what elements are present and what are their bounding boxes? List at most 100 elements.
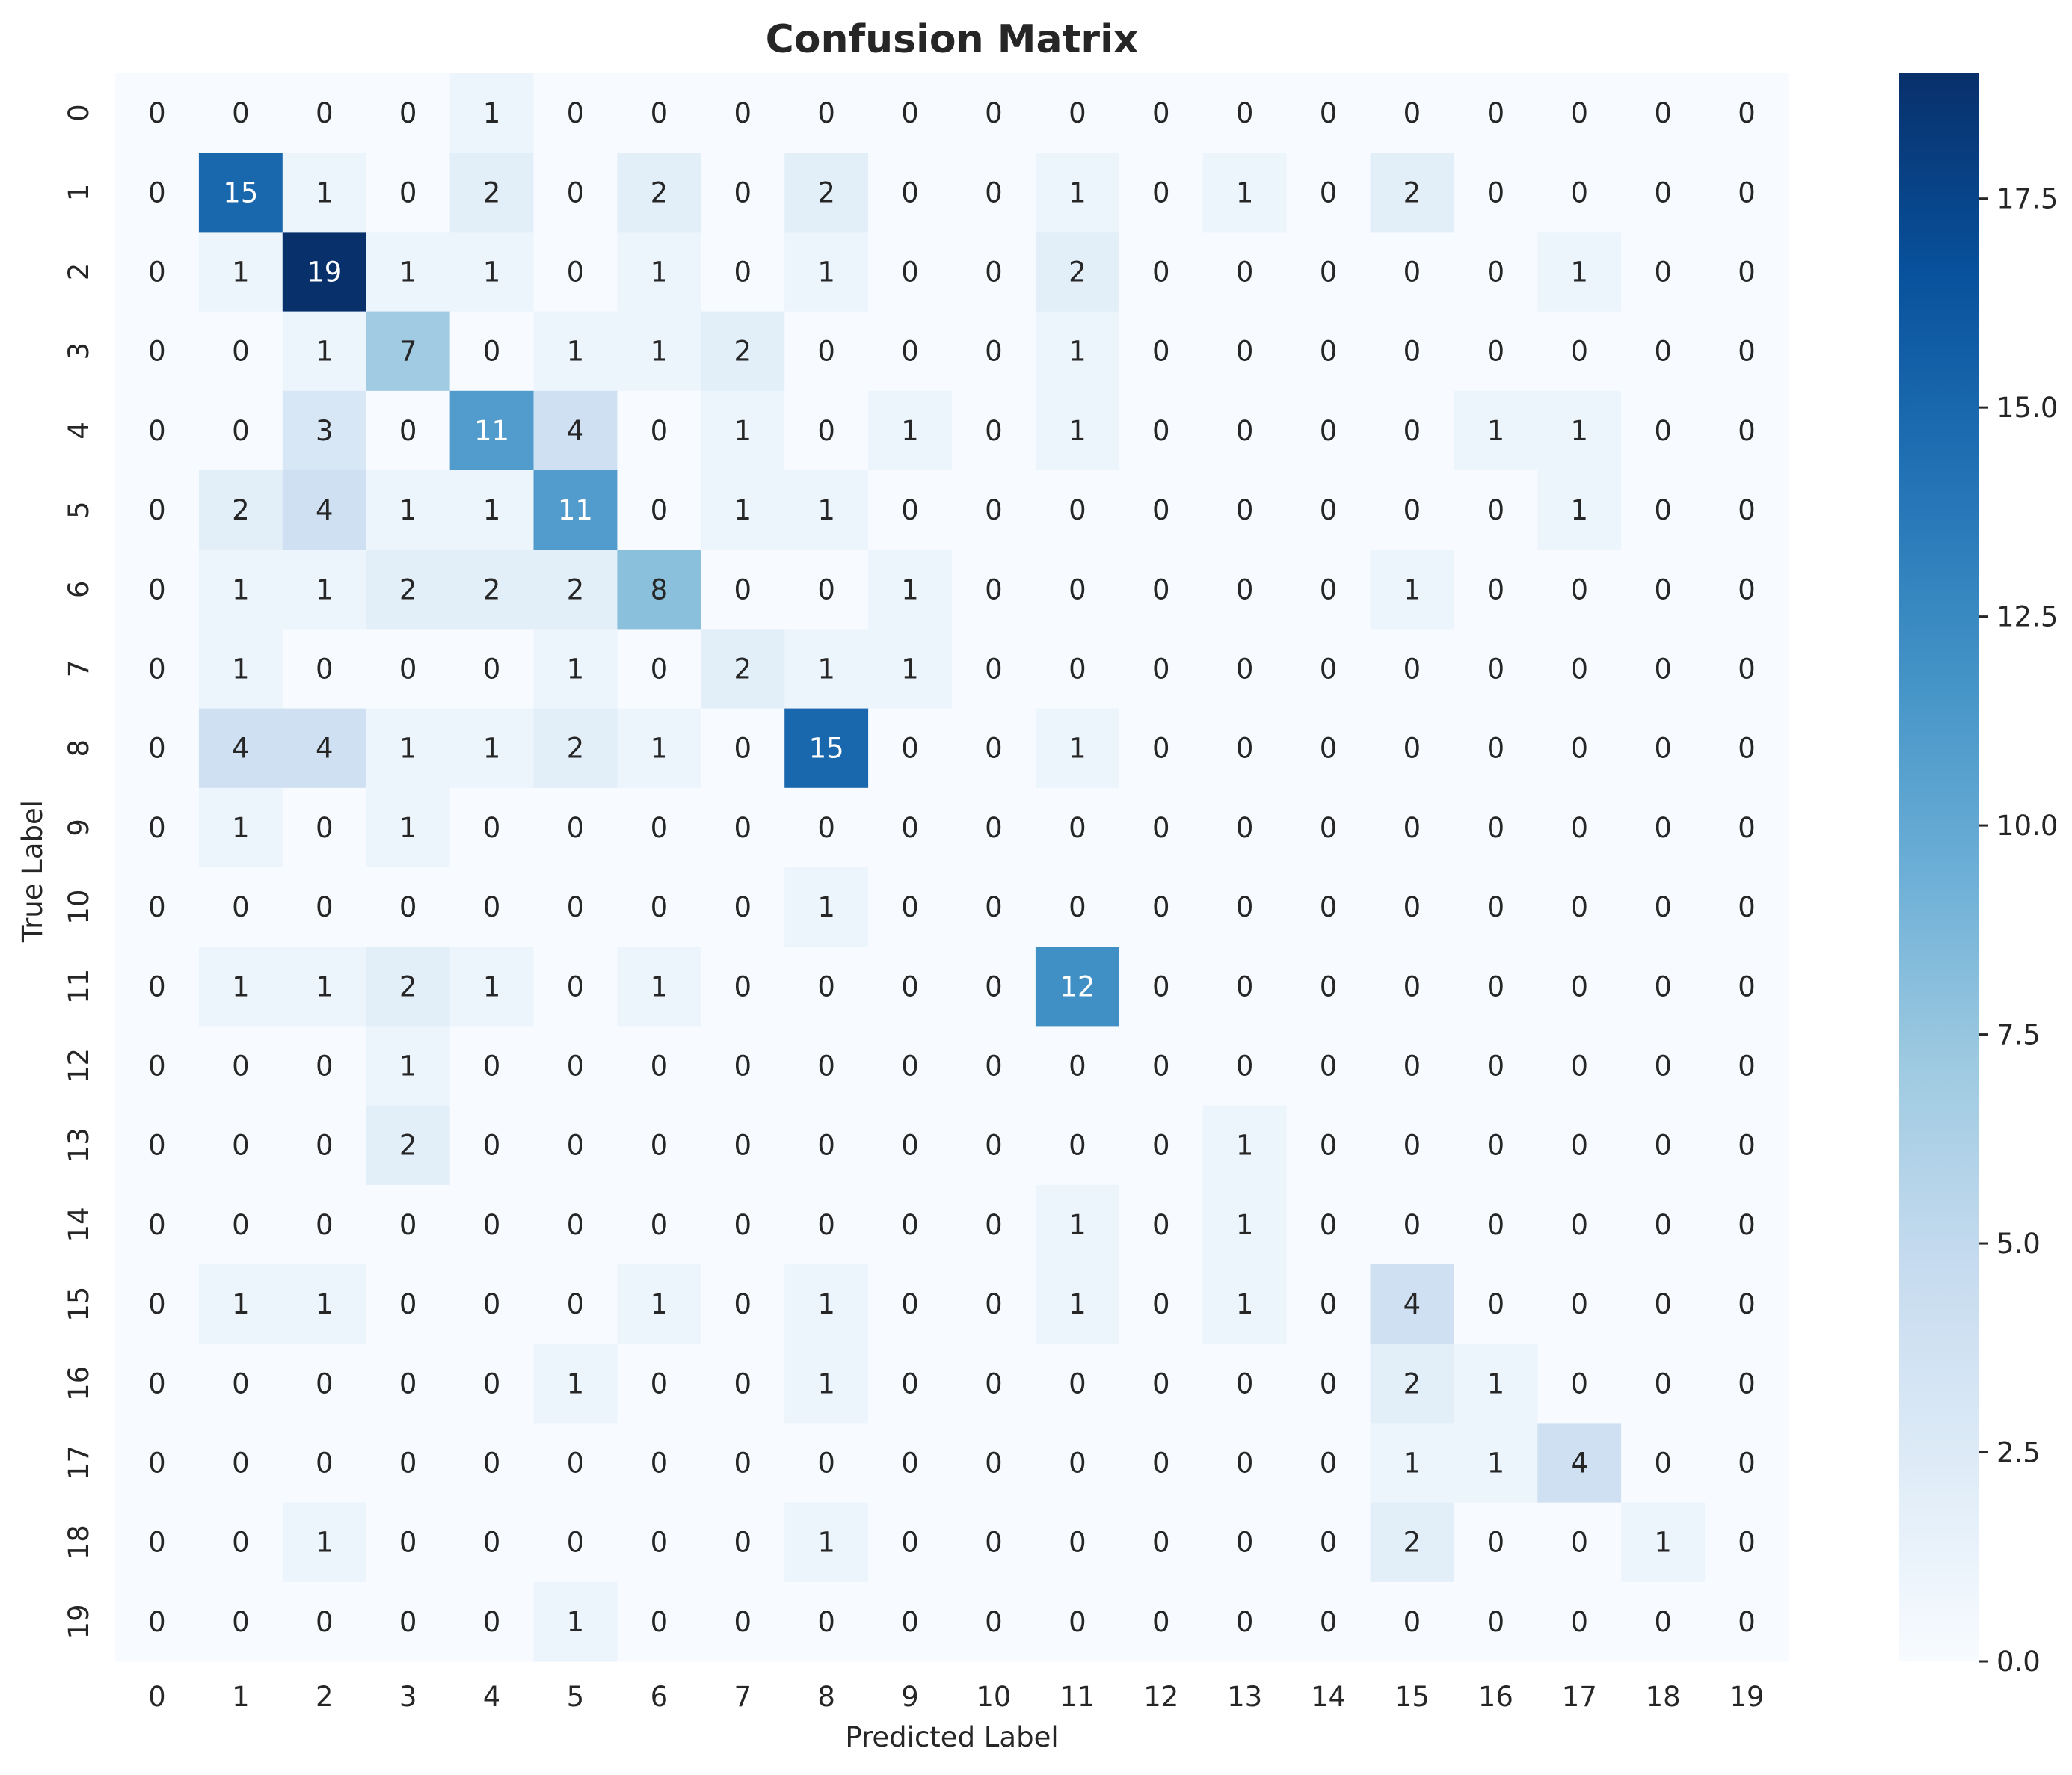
- heatmap-cell: [1286, 470, 1371, 550]
- cell-value-label: 0: [1654, 1050, 1672, 1083]
- cell-value-label: 1: [651, 1288, 668, 1320]
- cell-value-label: 0: [1654, 176, 1672, 209]
- heatmap-cell: [1035, 1264, 1120, 1344]
- cell-value-label: 0: [483, 812, 501, 844]
- heatmap-cell: [1035, 311, 1120, 392]
- y-tick-label: 15: [63, 1287, 95, 1322]
- heatmap-cell: [617, 867, 701, 947]
- heatmap-cell: [784, 708, 869, 789]
- heatmap-cell: [1621, 947, 1706, 1027]
- cell-value-label: 0: [1320, 1368, 1338, 1400]
- heatmap-cell: [868, 1581, 953, 1662]
- cell-value-label: 0: [901, 970, 919, 1003]
- heatmap-cell: [1705, 153, 1789, 233]
- cell-value-label: 1: [316, 1527, 333, 1559]
- cell-value-label: 0: [1320, 494, 1338, 526]
- heatmap-cell: [198, 1581, 283, 1662]
- heatmap-cell: [1705, 73, 1789, 153]
- heatmap-cell: [366, 390, 451, 471]
- heatmap-cell: [1119, 470, 1204, 550]
- heatmap-cell: [533, 1344, 618, 1424]
- heatmap-cell: [282, 1502, 367, 1583]
- x-tick-label: 5: [567, 1681, 585, 1713]
- x-axis-label: Predicted Label: [845, 1721, 1058, 1753]
- cell-value-label: 0: [901, 1606, 919, 1638]
- colorbar-tick-label: 15.0: [1996, 392, 2058, 424]
- cell-value-label: 0: [1236, 812, 1254, 844]
- cell-value-label: 0: [1152, 1368, 1170, 1400]
- cell-value-label: 0: [1487, 97, 1505, 129]
- heatmap-cell: [115, 629, 200, 710]
- heatmap-cell: [1454, 867, 1538, 947]
- heatmap-cell: [1119, 1581, 1204, 1662]
- cell-value-label: 0: [1654, 415, 1672, 447]
- heatmap-cell: [1035, 947, 1120, 1027]
- heatmap-cell: [952, 787, 1036, 868]
- heatmap-cell: [115, 867, 200, 947]
- cell-value-label: 0: [1738, 970, 1756, 1003]
- cell-value-label: 0: [901, 336, 919, 368]
- cell-value-label: 4: [567, 415, 585, 447]
- heatmap-cell: [617, 787, 701, 868]
- x-tick-label: 2: [316, 1681, 333, 1713]
- heatmap-cell: [198, 1344, 283, 1424]
- cell-value-label: 0: [1320, 1288, 1338, 1320]
- heatmap-cell: [952, 390, 1036, 471]
- cell-value-label: 0: [1404, 256, 1421, 289]
- heatmap-cell: [784, 73, 869, 153]
- heatmap-cell: [1621, 73, 1706, 153]
- cell-value-label: 1: [1236, 1288, 1254, 1320]
- heatmap-cell: [449, 1105, 535, 1186]
- y-tick-label: 0: [63, 104, 95, 122]
- cell-value-label: 1: [316, 970, 333, 1003]
- cell-value-label: 0: [651, 1130, 668, 1162]
- cell-value-label: 0: [232, 1527, 250, 1559]
- x-tick-label: 16: [1478, 1681, 1513, 1713]
- y-tick-label: 5: [63, 501, 95, 519]
- cell-value-label: 0: [734, 733, 751, 765]
- heatmap-cell: [868, 470, 953, 550]
- heatmap-cell: [115, 1264, 200, 1344]
- y-tick-label: 2: [63, 263, 95, 281]
- cell-value-label: 0: [1152, 97, 1170, 129]
- cell-value-label: 0: [1654, 1288, 1672, 1320]
- heatmap-cell: [1370, 1184, 1454, 1265]
- heatmap-cell: [1621, 708, 1706, 789]
- heatmap-cell: [701, 311, 785, 392]
- cell-value-label: 4: [232, 733, 250, 765]
- cell-value-label: 0: [399, 415, 417, 447]
- heatmap-cell: [784, 1502, 869, 1583]
- heatmap-cell: [198, 390, 283, 471]
- colorbar-tick-label: 2.5: [1996, 1437, 2041, 1469]
- heatmap-cell: [1119, 947, 1204, 1027]
- heatmap-cell: [366, 470, 451, 550]
- cell-value-label: 1: [817, 256, 835, 289]
- cell-value-label: 0: [1069, 573, 1086, 606]
- heatmap-cell: [449, 1502, 535, 1583]
- heatmap-cell: [1202, 73, 1288, 153]
- cell-value-label: 1: [817, 891, 835, 923]
- cell-value-label: 0: [1738, 176, 1756, 209]
- cell-value-label: 0: [1320, 573, 1338, 606]
- heatmap-cell: [1119, 629, 1204, 710]
- heatmap-cell: [1370, 947, 1454, 1027]
- cell-value-label: 0: [817, 1448, 835, 1480]
- cell-value-label: 0: [1570, 812, 1588, 844]
- heatmap-cell: [868, 390, 953, 471]
- heatmap-cell: [617, 153, 701, 233]
- cell-value-label: 4: [316, 733, 333, 765]
- heatmap-cell: [1035, 390, 1120, 471]
- heatmap-cell: [1537, 390, 1622, 471]
- heatmap-cell: [282, 1105, 367, 1186]
- heatmap-cell: [449, 311, 535, 392]
- cell-value-label: 0: [1654, 970, 1672, 1003]
- cell-value-label: 0: [1069, 1448, 1086, 1480]
- cell-value-label: 1: [1487, 1448, 1505, 1480]
- cell-value-label: 0: [985, 891, 1003, 923]
- cell-value-label: 0: [1738, 1050, 1756, 1083]
- cell-value-label: 0: [1320, 336, 1338, 368]
- cell-value-label: 1: [1069, 336, 1086, 368]
- heatmap-cell: [617, 1264, 701, 1344]
- heatmap-cell: [1537, 1105, 1622, 1186]
- cell-value-label: 0: [1236, 891, 1254, 923]
